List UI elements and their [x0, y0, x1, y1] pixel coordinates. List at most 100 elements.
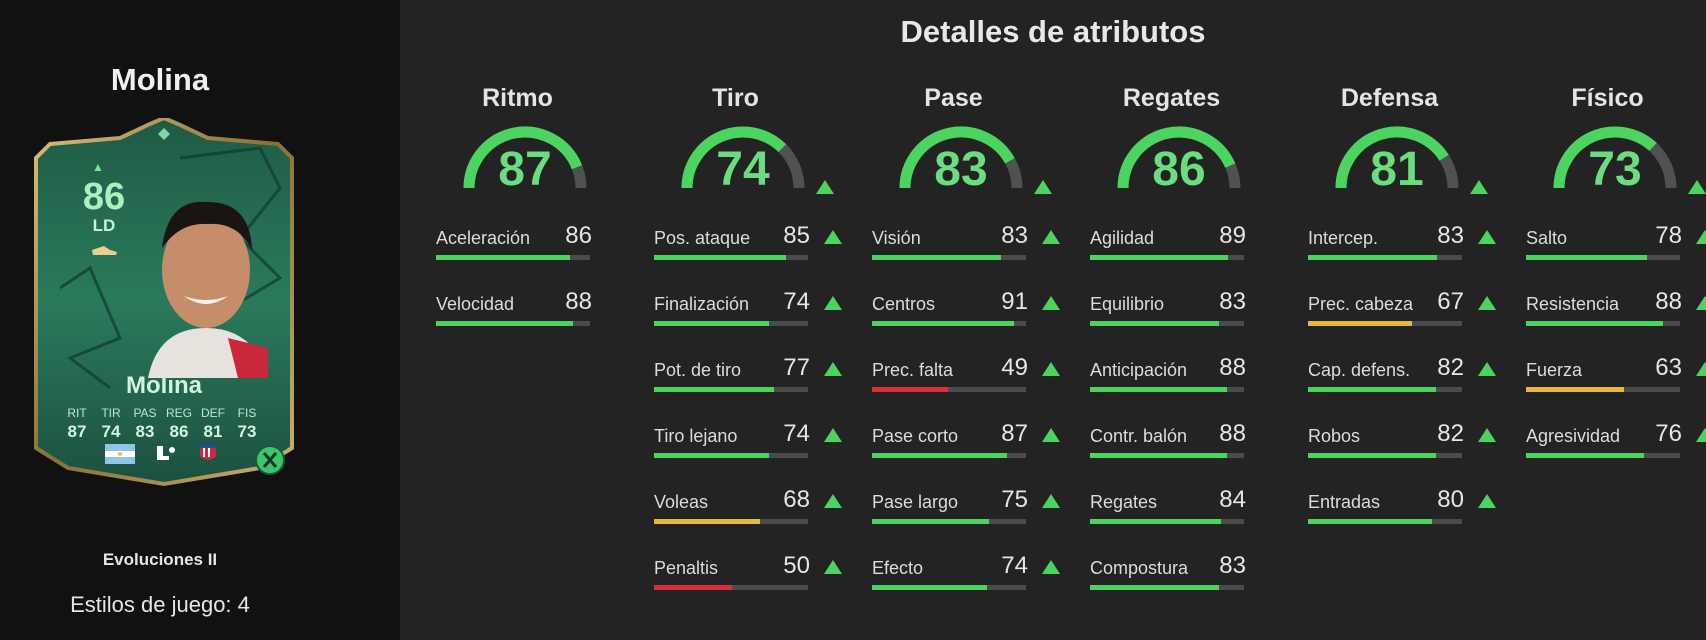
- stat-label: Intercep.: [1308, 228, 1379, 248]
- stat-bar: [1090, 387, 1244, 392]
- card-stat-label: FIS: [237, 406, 257, 420]
- stat-bar-fill: [1308, 453, 1436, 458]
- category-value: 81: [1370, 143, 1424, 196]
- card-stat-value: 73: [237, 422, 257, 441]
- stat-bar: [1090, 255, 1244, 260]
- stat-bar: [1090, 321, 1244, 326]
- player-card-panel: Molina ▲ 86 LD: [0, 0, 400, 640]
- stat-row: Tiro lejano 74: [654, 418, 842, 468]
- player-photo: [148, 201, 268, 378]
- stat-value: 88: [1655, 288, 1682, 315]
- stat-label: Tiro lejano: [654, 426, 738, 446]
- upgrade-arrow-icon: [1042, 560, 1060, 574]
- attribute-column: Físico 73 Salto 78 Resistencia 88 Fuerza 63 Agre…: [1510, 80, 1706, 620]
- stat-row: Fuerza 63: [1526, 352, 1706, 402]
- upgrade-arrow-icon: [824, 428, 842, 442]
- stat-bar-fill: [1308, 519, 1433, 524]
- stat-bar: [1090, 585, 1244, 590]
- attribute-column: Defensa 81 Intercep. 83 Prec. cabeza 67 Cap. d…: [1292, 80, 1496, 620]
- stat-value: 83: [1219, 288, 1246, 315]
- stat-row: Cap. defens. 82: [1308, 352, 1496, 402]
- stat-label: Entradas: [1308, 492, 1381, 512]
- stat-value: 91: [1001, 288, 1028, 315]
- upgrade-arrow-icon: [824, 296, 842, 310]
- upgrade-arrow-icon: [1478, 362, 1496, 376]
- category-gauge: [1335, 126, 1459, 189]
- upgrade-arrow-icon: [1688, 180, 1706, 194]
- stat-bar-fill: [872, 453, 1008, 458]
- upgrade-arrow-icon: [1478, 428, 1496, 442]
- stat-bar-fill: [654, 519, 760, 524]
- category-gauge: [1553, 126, 1677, 189]
- upgrade-arrow-icon: [1478, 494, 1496, 508]
- attribute-column: Tiro 74 Pos. ataque 85 Finalización 74 Pot. de…: [638, 80, 842, 620]
- stat-row: Resistencia 88: [1526, 286, 1706, 336]
- stat-value: 77: [783, 354, 810, 381]
- card-stat-label: DEF: [201, 406, 225, 420]
- upgrade-arrow-icon: [1042, 362, 1060, 376]
- stat-bar: [654, 387, 808, 392]
- stat-bar-fill: [1090, 519, 1221, 524]
- upgrade-arrow-icon: [1042, 428, 1060, 442]
- stat-row: Equilibrio 83: [1090, 286, 1276, 336]
- section-title: Detalles de atributos: [900, 14, 1206, 49]
- upgrade-arrow-icon: [1696, 428, 1706, 442]
- upgrade-arrow-icon: [1478, 230, 1496, 244]
- category-gauge: [681, 126, 805, 189]
- stat-label: Finalización: [654, 294, 750, 314]
- card-stat-label: PAS: [133, 406, 157, 420]
- stat-bar-fill: [1308, 387, 1436, 392]
- stat-bar-fill: [872, 585, 988, 590]
- stat-value: 75: [1001, 486, 1028, 513]
- gauge-fill: [1335, 126, 1449, 189]
- stat-label: Pot. de tiro: [654, 360, 742, 380]
- gauge-fill: [899, 126, 1015, 189]
- stat-value: 74: [783, 420, 810, 447]
- stat-bar-fill: [654, 255, 787, 260]
- stat-label: Aceleración: [436, 228, 531, 248]
- stat-bar: [654, 519, 808, 524]
- playstyles-count: Estilos de juego: 4: [70, 592, 250, 617]
- stat-label: Pase corto: [872, 426, 959, 446]
- category-value: 86: [1152, 143, 1206, 196]
- category-title: Tiro: [712, 84, 759, 112]
- stat-row: Voleas 68: [654, 484, 842, 534]
- stat-bar: [1090, 519, 1244, 524]
- stat-label: Prec. falta: [872, 360, 954, 380]
- stat-label: Pase largo: [872, 492, 959, 512]
- stat-label: Resistencia: [1526, 294, 1620, 314]
- stat-label: Regates: [1090, 492, 1158, 512]
- category-value: 83: [934, 143, 988, 196]
- evolution-badge-icon: [255, 445, 285, 475]
- stat-bar-fill: [1526, 453, 1645, 458]
- stat-label: Pos. ataque: [654, 228, 751, 248]
- upgrade-arrow-icon: [1696, 296, 1706, 310]
- stat-value: 89: [1219, 222, 1246, 249]
- category-value: 74: [716, 143, 770, 196]
- stat-bar-fill: [654, 321, 770, 326]
- laliga-icon: [157, 446, 175, 460]
- stat-bar-fill: [1526, 321, 1663, 326]
- attribute-column: Ritmo 87 Aceleración 86 Velocidad 88: [420, 80, 615, 620]
- stat-value: 74: [783, 288, 810, 315]
- stat-value: 88: [1219, 420, 1246, 447]
- stat-row: Intercep. 83: [1308, 220, 1496, 270]
- stat-bar: [872, 585, 1026, 590]
- stat-bar: [1526, 321, 1680, 326]
- player-name: Molina: [110, 62, 210, 97]
- stat-bar: [654, 453, 808, 458]
- stat-value: 84: [1219, 486, 1246, 513]
- stat-bar-fill: [872, 387, 949, 392]
- player-card[interactable]: ▲ 86 LD Molina RIT TIR PAS REG DEF FIS 8…: [30, 118, 298, 488]
- stat-label: Velocidad: [436, 294, 515, 314]
- stat-label: Agresividad: [1526, 426, 1621, 446]
- stat-row: Anticipación 88: [1090, 352, 1276, 402]
- upgrade-arrow-icon: [1696, 362, 1706, 376]
- stat-value: 80: [1437, 486, 1464, 513]
- stat-row: Pase corto 87: [872, 418, 1060, 468]
- stat-bar-fill: [436, 321, 573, 326]
- stat-value: 67: [1437, 288, 1464, 315]
- category-gauge: [899, 126, 1023, 189]
- stat-label: Prec. cabeza: [1308, 294, 1414, 314]
- stat-row: Contr. balón 88: [1090, 418, 1276, 468]
